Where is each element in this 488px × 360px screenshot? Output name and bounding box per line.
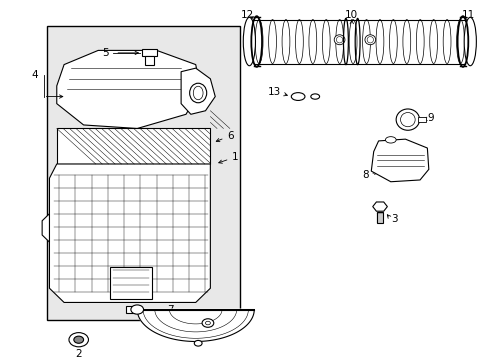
- Text: 6: 6: [216, 131, 234, 141]
- Text: 4: 4: [31, 70, 38, 80]
- Ellipse shape: [366, 37, 373, 43]
- Polygon shape: [137, 310, 254, 342]
- Text: 2: 2: [75, 349, 82, 359]
- Text: 5: 5: [102, 48, 109, 58]
- Text: 9: 9: [427, 113, 433, 123]
- Bar: [376, 212, 382, 222]
- Ellipse shape: [333, 35, 344, 45]
- Ellipse shape: [193, 86, 203, 100]
- Text: 10: 10: [345, 10, 358, 20]
- Polygon shape: [372, 202, 386, 211]
- Ellipse shape: [364, 35, 375, 45]
- Text: 13: 13: [267, 87, 281, 97]
- Text: 8: 8: [362, 170, 368, 180]
- Text: 12: 12: [240, 10, 253, 20]
- Bar: [47, 26, 239, 320]
- Bar: [142, 49, 157, 57]
- Ellipse shape: [463, 17, 475, 66]
- Text: 3: 3: [390, 214, 397, 224]
- Ellipse shape: [243, 17, 255, 66]
- Circle shape: [131, 305, 143, 314]
- Bar: [126, 306, 135, 313]
- Ellipse shape: [291, 93, 305, 100]
- Polygon shape: [57, 50, 200, 129]
- Text: 7: 7: [167, 305, 173, 315]
- Bar: [417, 117, 426, 122]
- Polygon shape: [49, 164, 210, 302]
- Polygon shape: [181, 68, 215, 114]
- Ellipse shape: [336, 37, 342, 43]
- Polygon shape: [370, 139, 428, 182]
- Ellipse shape: [385, 137, 395, 143]
- Circle shape: [69, 333, 88, 347]
- Circle shape: [194, 341, 202, 346]
- Polygon shape: [42, 214, 49, 242]
- Circle shape: [74, 336, 83, 343]
- Bar: [110, 267, 152, 299]
- Ellipse shape: [310, 94, 319, 99]
- Text: 11: 11: [461, 10, 474, 20]
- Ellipse shape: [400, 113, 414, 127]
- Bar: [144, 57, 154, 65]
- Circle shape: [202, 319, 213, 327]
- Ellipse shape: [189, 83, 206, 103]
- Bar: [57, 129, 210, 164]
- Text: 1: 1: [218, 152, 239, 163]
- Ellipse shape: [395, 109, 419, 130]
- Circle shape: [205, 321, 210, 325]
